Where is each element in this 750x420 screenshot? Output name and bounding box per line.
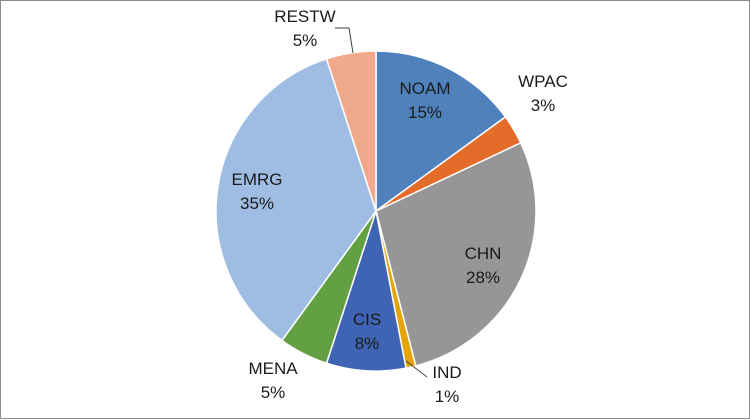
slice-percent-emrg: 35% bbox=[240, 194, 274, 213]
slice-percent-cis: 8% bbox=[355, 334, 380, 353]
slice-percent-restw: 5% bbox=[293, 31, 318, 50]
data-label-cis: CIS 8% bbox=[353, 310, 381, 353]
pie-slice-noam bbox=[375, 50, 507, 213]
pie-slice-restw bbox=[325, 50, 377, 212]
pie-slices bbox=[215, 50, 537, 372]
slice-name-mena: MENA bbox=[248, 359, 298, 378]
slice-name-restw: RESTW bbox=[274, 7, 335, 26]
data-labels: NOAM 15% WPAC 3% CHN 28% IND 1% CIS 8% MENA 5% EMRG 3… bbox=[232, 7, 568, 406]
slice-name-emrg: EMRG bbox=[232, 170, 283, 189]
slice-name-cis: CIS bbox=[353, 310, 381, 329]
data-label-ind: IND 1% bbox=[432, 363, 461, 406]
data-label-mena: MENA 5% bbox=[248, 359, 298, 402]
slice-percent-mena: 5% bbox=[261, 383, 286, 402]
slice-name-wpac: WPAC bbox=[518, 72, 568, 91]
data-label-chn: CHN 28% bbox=[465, 244, 502, 287]
slice-name-ind: IND bbox=[432, 363, 461, 382]
data-label-restw: RESTW 5% bbox=[274, 7, 335, 50]
slice-percent-chn: 28% bbox=[466, 268, 500, 287]
slice-name-noam: NOAM bbox=[400, 79, 451, 98]
data-label-wpac: WPAC 3% bbox=[518, 72, 568, 115]
data-label-noam: NOAM 15% bbox=[400, 79, 451, 122]
slice-percent-ind: 1% bbox=[435, 387, 460, 406]
pie-slice-chn bbox=[375, 141, 537, 367]
leader-line-restw bbox=[335, 27, 354, 54]
slice-name-chn: CHN bbox=[465, 244, 502, 263]
data-label-emrg: EMRG 35% bbox=[232, 170, 283, 213]
leader-lines bbox=[335, 27, 428, 378]
slice-percent-wpac: 3% bbox=[531, 96, 556, 115]
leader-line-ind bbox=[405, 360, 428, 378]
pie-slice-emrg bbox=[215, 57, 377, 342]
slice-percent-noam: 15% bbox=[408, 103, 442, 122]
